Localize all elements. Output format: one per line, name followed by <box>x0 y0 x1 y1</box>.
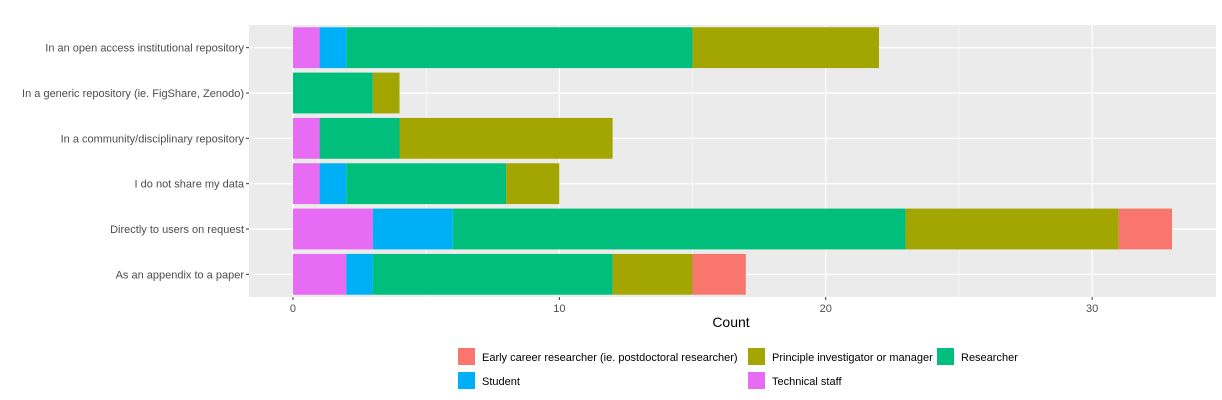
y-axis: In an open access institutional reposito… <box>22 43 249 281</box>
legend-label: Principle investigator or manager <box>772 352 933 364</box>
y-tick-label: In a generic repository (ie. FigShare, Z… <box>22 88 244 100</box>
bar-segment <box>905 208 1119 250</box>
x-tick-label: 20 <box>820 303 832 315</box>
legend: Early career researcher (ie. postdoctora… <box>458 348 1018 389</box>
y-tick-label: In an open access institutional reposito… <box>45 43 244 55</box>
bar-segment <box>292 253 347 295</box>
bar-segment <box>372 72 400 114</box>
plot-panel <box>249 25 1216 297</box>
x-tick-label: 10 <box>553 303 565 315</box>
bar-segment <box>292 163 320 205</box>
bar-segment <box>346 27 693 69</box>
bar-segment <box>452 208 906 250</box>
legend-label: Early career researcher (ie. postdoctora… <box>482 352 738 364</box>
bar-segment <box>399 117 613 159</box>
y-tick-label: I do not share my data <box>135 179 245 191</box>
bar-segment <box>319 163 347 205</box>
bar-segment <box>292 117 320 159</box>
x-tick-label: 30 <box>1086 303 1098 315</box>
bar-segment <box>612 253 693 295</box>
legend-key <box>937 348 954 365</box>
bar-segment <box>372 253 613 295</box>
legend-label: Technical staff <box>772 376 842 388</box>
minor-gridlines <box>425 25 960 297</box>
bar-segment <box>292 208 373 250</box>
bar-segment <box>346 253 373 295</box>
x-tick-label: 0 <box>290 303 296 315</box>
y-tick-label: Directly to users on request <box>110 224 244 236</box>
legend-key <box>748 372 765 389</box>
legend-key <box>458 372 475 389</box>
legend-key <box>458 348 475 365</box>
x-axis: 0 10 20 30 <box>290 297 1098 315</box>
bar-segment <box>292 72 373 114</box>
bar-segment <box>372 208 453 250</box>
bar-segment <box>292 27 320 69</box>
bar-segment <box>506 163 560 205</box>
bar-segment <box>319 27 347 69</box>
y-tick-label: As an appendix to a paper <box>116 269 245 281</box>
bar-segment <box>692 27 880 69</box>
legend-key <box>748 348 765 365</box>
legend-label: Researcher <box>961 352 1018 364</box>
bar-segment <box>319 117 400 159</box>
bar-segment <box>692 253 746 295</box>
bar-segment <box>1118 208 1173 250</box>
legend-label: Student <box>482 376 520 388</box>
x-axis-title: Count <box>712 314 749 330</box>
bar-segment <box>346 163 507 205</box>
bars <box>292 27 1173 295</box>
y-tick-label: In a community/disciplinary repository <box>61 133 245 145</box>
